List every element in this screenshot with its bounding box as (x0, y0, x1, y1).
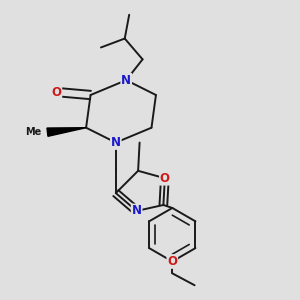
Text: O: O (167, 255, 177, 268)
Text: Me: Me (25, 127, 41, 137)
Text: O: O (160, 172, 170, 185)
Polygon shape (47, 128, 86, 136)
Text: N: N (111, 136, 121, 149)
Text: N: N (121, 74, 131, 87)
Text: O: O (51, 85, 62, 98)
Text: N: N (132, 204, 142, 218)
